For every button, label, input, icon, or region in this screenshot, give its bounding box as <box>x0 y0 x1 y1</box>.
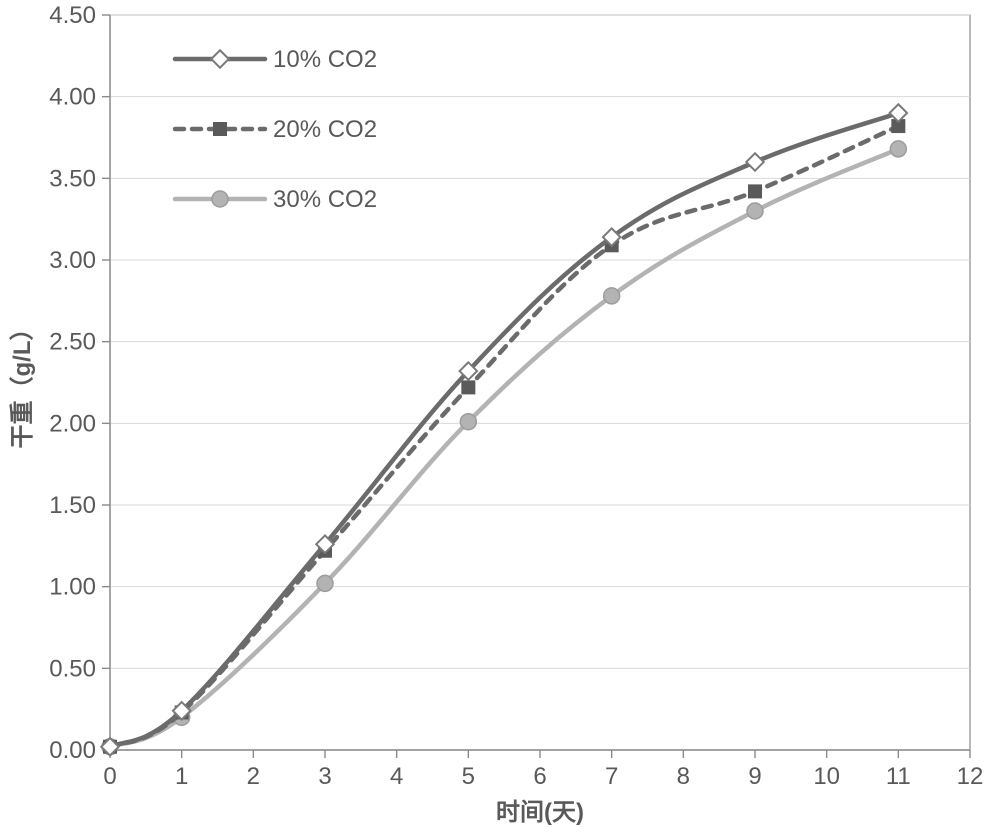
x-tick-label: 0 <box>103 763 116 790</box>
y-tick-label: 0.50 <box>49 655 96 682</box>
x-tick-label: 1 <box>175 763 188 790</box>
x-tick-label: 7 <box>605 763 618 790</box>
y-axis-label: 干重（g/L） <box>9 317 36 449</box>
legend-label: 10% CO2 <box>273 46 377 73</box>
line-chart: 0.00 0.50 1.00 1.50 2.00 2.50 3.00 3.50 4.00 4.50… <box>0 0 1000 835</box>
x-axis-label: 时间(天) <box>496 799 584 826</box>
y-tick-label: 2.00 <box>49 410 96 437</box>
y-tick-label: 3.50 <box>49 165 96 192</box>
x-tick-label: 9 <box>748 763 761 790</box>
y-tick-label: 4.50 <box>49 2 96 29</box>
y-tick-label: 3.00 <box>49 247 96 274</box>
y-tick-label: 4.00 <box>49 84 96 111</box>
x-tick-label: 8 <box>677 763 690 790</box>
y-tick-label: 2.50 <box>49 329 96 356</box>
y-tick-label: 0.00 <box>49 737 96 764</box>
chart-container: 0.00 0.50 1.00 1.50 2.00 2.50 3.00 3.50 4.00 4.50… <box>0 0 1000 835</box>
x-tick-label: 6 <box>533 763 546 790</box>
x-tick-label: 3 <box>318 763 331 790</box>
y-tick-label: 1.50 <box>49 492 96 519</box>
x-tick-label: 12 <box>957 763 984 790</box>
legend-label: 20% CO2 <box>273 116 377 143</box>
legend-label: 30% CO2 <box>273 186 377 213</box>
x-tick-label: 5 <box>462 763 475 790</box>
x-tick-label: 11 <box>886 763 911 790</box>
x-tick-label: 10 <box>813 763 840 790</box>
y-tick-label: 1.00 <box>49 574 96 601</box>
x-tick-label: 4 <box>390 763 403 790</box>
x-tick-label: 2 <box>247 763 260 790</box>
